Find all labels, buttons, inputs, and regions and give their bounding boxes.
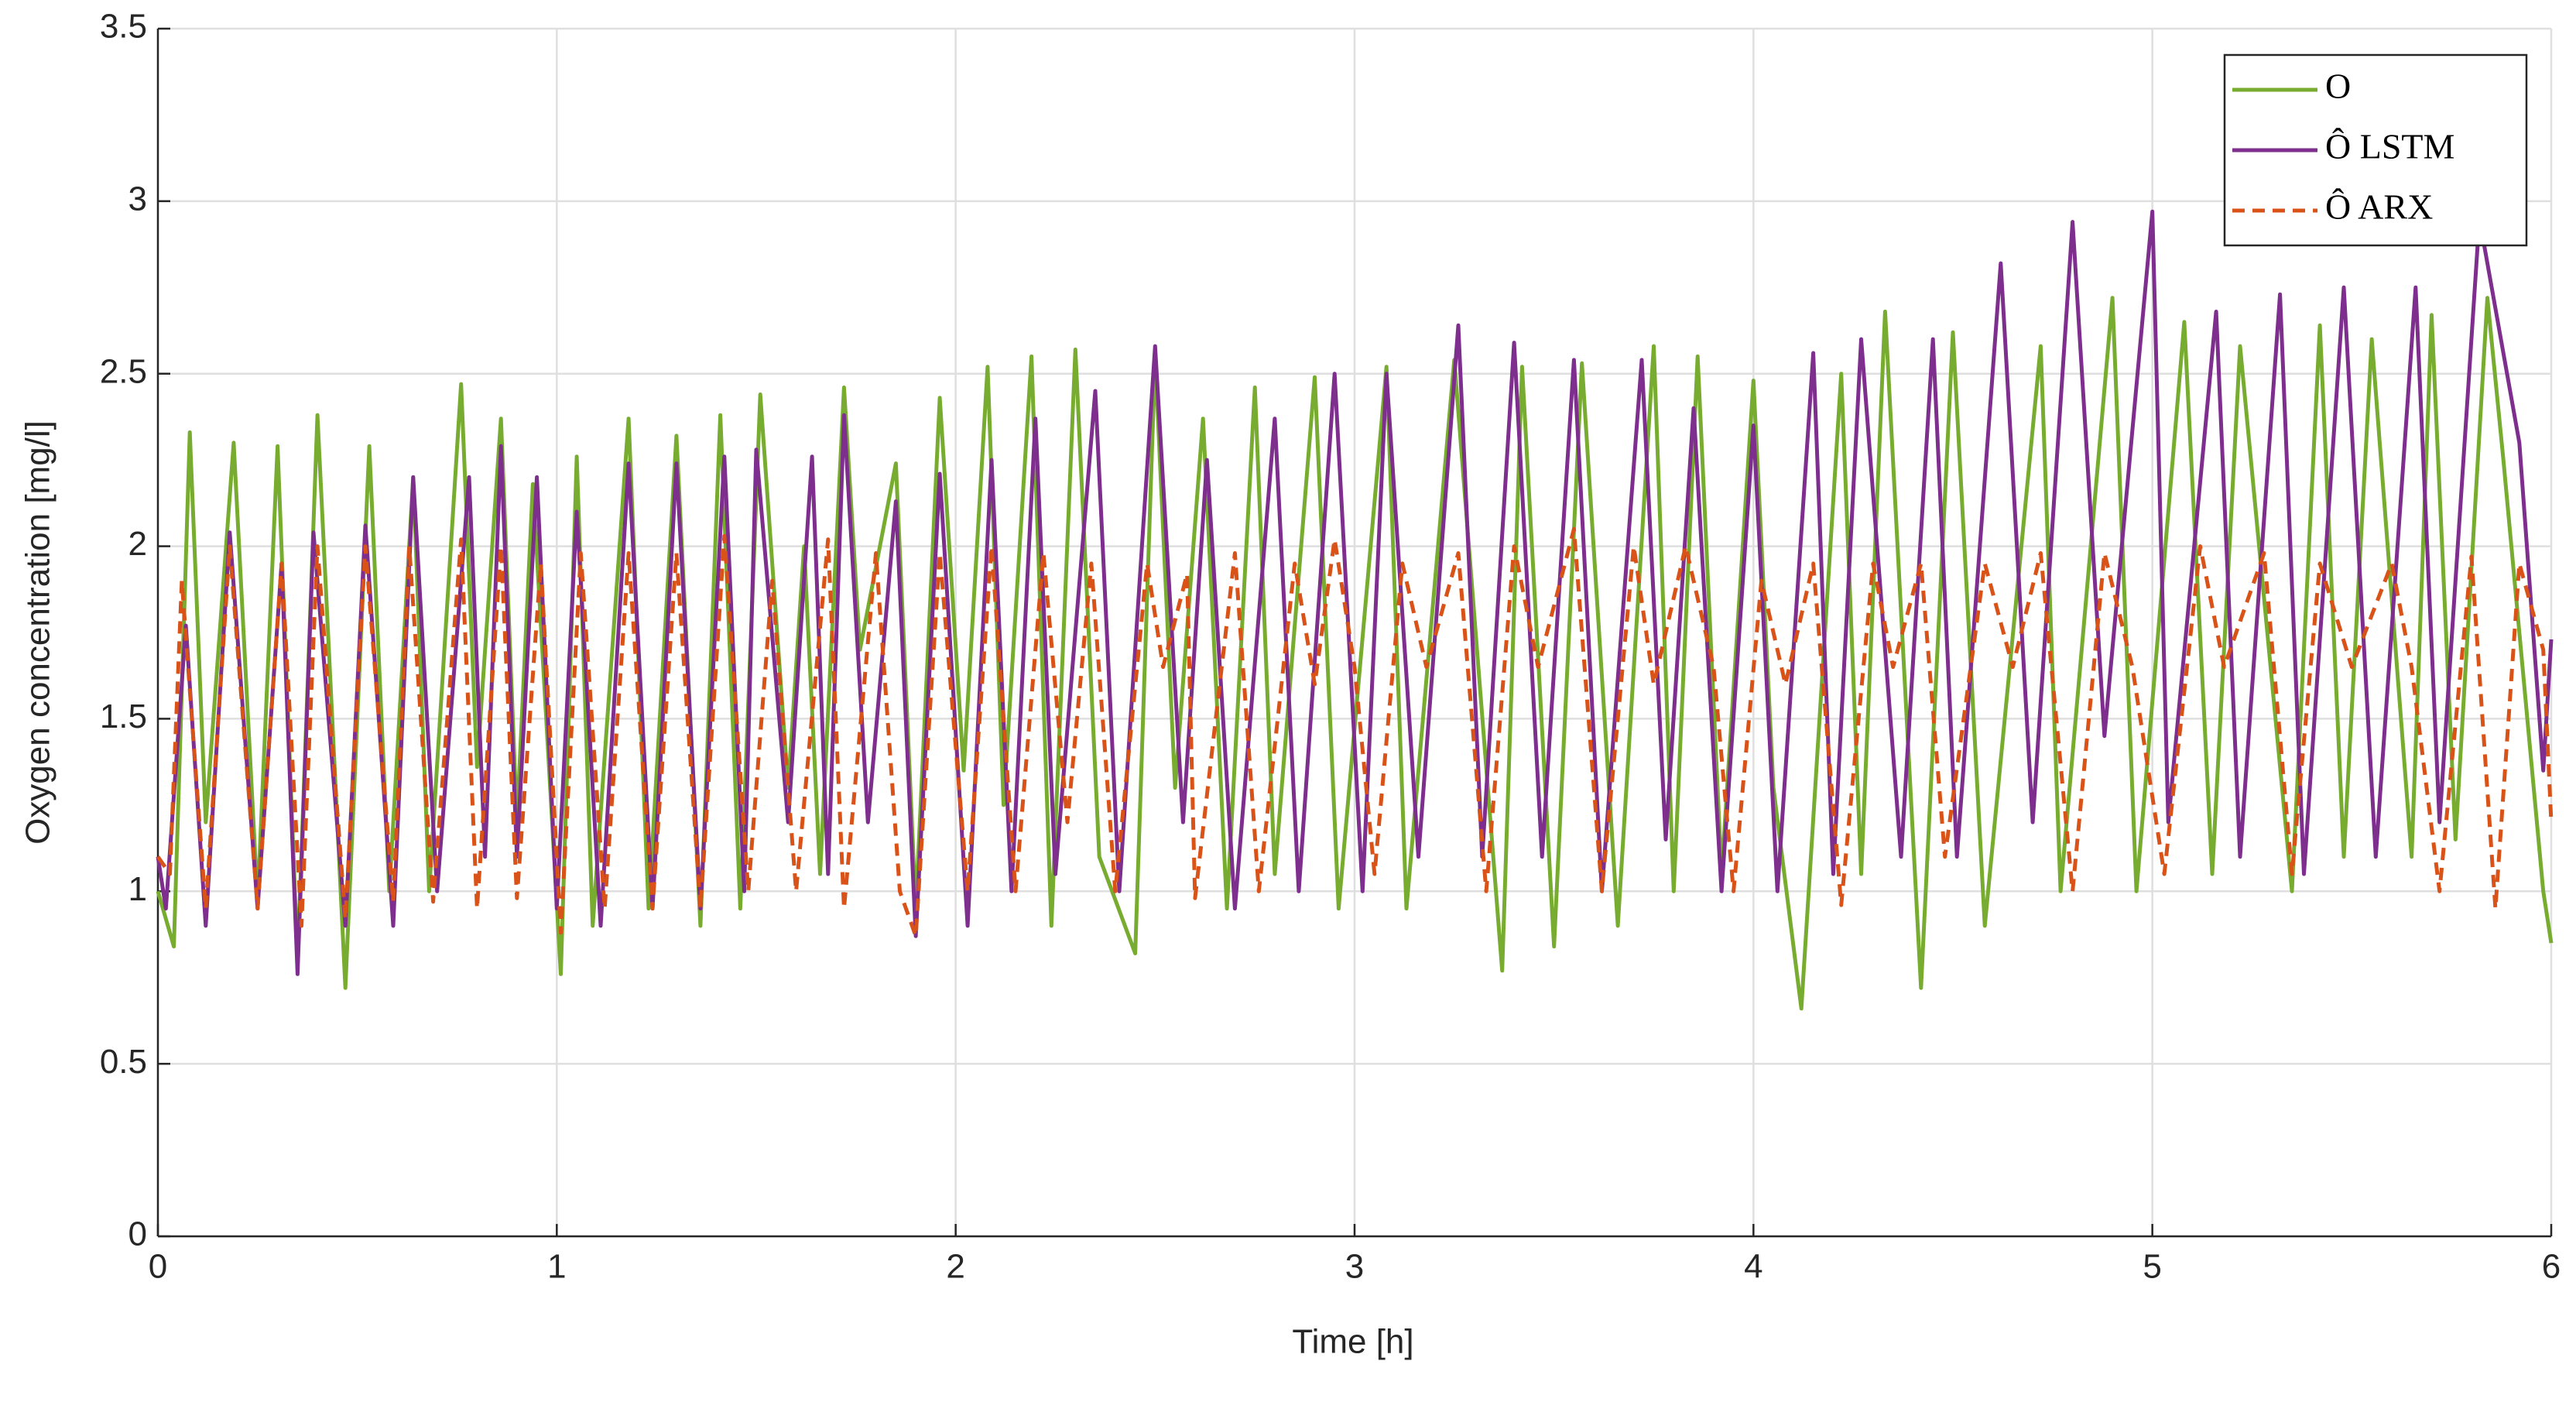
legend-label: Ô LSTM [2325,127,2454,166]
y-tick-label: 2.5 [100,352,147,390]
series-line [156,209,2554,976]
legend-label: O [2325,67,2351,106]
x-tick-label: 1 [547,1248,566,1286]
series-line [156,296,2554,1011]
legend-label: Ô ARX [2325,187,2433,227]
x-tick-label: 6 [2542,1248,2561,1286]
x-axis-label: Time [h] [1292,1323,1413,1361]
y-tick-label: 3.5 [100,8,147,46]
legend: O Ô LSTM Ô ARX [2223,53,2528,247]
x-tick-label: 3 [1345,1248,1364,1286]
y-tick-label: 0.5 [100,1043,147,1081]
y-tick-label: 2 [128,525,147,563]
y-axis-label: Oxygen concentration [mg/l] [19,420,57,845]
x-tick-label: 4 [1744,1248,1762,1286]
x-tick-label: 5 [2143,1248,2161,1286]
y-tick-label: 1.5 [100,698,147,735]
y-tick-label: 0 [128,1215,147,1253]
y-tick-label: 1 [128,870,147,908]
x-tick-label: 2 [946,1248,964,1286]
y-tick-label: 3 [128,180,147,218]
x-tick-label: 0 [149,1248,167,1286]
